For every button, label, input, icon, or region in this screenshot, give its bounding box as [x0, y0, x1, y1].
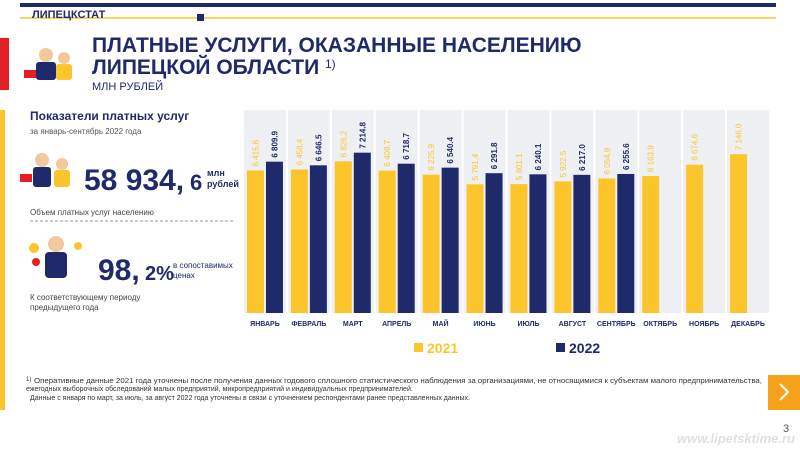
title-icon: [24, 48, 72, 80]
bar: [730, 154, 748, 313]
bar: [573, 174, 591, 313]
panel-period: за январь-сентябрь 2022 года: [30, 127, 142, 136]
value-label: 6 240.1: [534, 143, 543, 170]
legend-swatch: [414, 343, 423, 352]
value-label: 6 415,6: [251, 139, 260, 166]
value-label: 6 291.8: [490, 142, 499, 169]
footnote-mark: 1): [26, 377, 31, 383]
org-name: ЛИПЕЦКСТАТ: [32, 9, 106, 21]
index-caption: предыдущего года: [30, 303, 99, 312]
value-label: 6 408,7: [383, 139, 392, 166]
volume-value: 58 934,: [84, 164, 184, 197]
x-tick-label: МАЙ: [433, 319, 449, 328]
bar: [441, 167, 459, 313]
value-label: 5 791,4: [471, 153, 480, 180]
volume-icon: [20, 153, 70, 187]
bar: [353, 152, 371, 313]
x-tick-label: ФЕВРАЛЬ: [291, 321, 326, 328]
bar: [290, 169, 308, 313]
bar: [529, 174, 547, 313]
footnote: Оперативные данные 2021 года уточнены по…: [34, 377, 762, 385]
x-tick-label: АПРЕЛЬ: [382, 321, 411, 328]
volume-decimal: 6: [190, 170, 202, 195]
next-arrow: [779, 383, 790, 401]
value-label: 6 255.6: [622, 143, 631, 170]
value-label: 6 646.5: [314, 134, 323, 161]
top-square: [197, 14, 204, 21]
bar: [397, 163, 415, 313]
bar: [554, 181, 572, 313]
bar: [378, 170, 396, 313]
value-label: 6 809.9: [270, 130, 279, 157]
value-label: 7 146,0: [735, 123, 744, 150]
index-note: ценах: [173, 271, 195, 280]
index-value: 98,: [98, 254, 140, 287]
bar: [265, 161, 283, 313]
x-tick-label: СЕНТЯБРЬ: [597, 321, 636, 328]
subtitle: МЛН РУБЛЕЙ: [92, 80, 163, 93]
value-label: 6 540.4: [446, 136, 455, 163]
red-accent: [0, 38, 9, 90]
x-tick-label: ОКТЯБРЬ: [643, 321, 677, 328]
bar: [598, 178, 616, 313]
title: ЛИПЕЦКОЙ ОБЛАСТИ: [92, 55, 319, 79]
legend-label: 2022: [569, 340, 600, 356]
bar: [510, 184, 528, 313]
value-label: 6 225,9: [427, 143, 436, 170]
bar: [246, 170, 264, 313]
value-label: 6 826,2: [339, 130, 348, 157]
value-label: 6 674,6: [691, 133, 700, 160]
volume-caption: Объем платных услуг населению: [30, 208, 154, 217]
volume-unit: рублей: [207, 179, 239, 189]
x-tick-label: ЯНВАРЬ: [250, 321, 280, 328]
page-number: 3: [783, 423, 789, 435]
bar: [466, 184, 484, 313]
index-caption: К соответствующему периоду: [30, 293, 140, 302]
index-note: в сопоставимых: [173, 261, 233, 270]
bar: [485, 173, 503, 313]
value-label: 6 217.0: [578, 144, 587, 171]
volume-unit: млн: [207, 168, 225, 178]
x-tick-label: АВГУСТ: [559, 321, 587, 328]
left-accent: [0, 110, 5, 410]
chart: ЯНВАРЬ ФЕВРАЛЬ МАРТ АПРЕЛЬ МАЙ ИЮНЬ ИЮЛЬ АВГУСТ…: [244, 110, 769, 356]
bar: [422, 174, 440, 313]
title: ПЛАТНЫЕ УСЛУГИ, ОКАЗАННЫЕ НАСЕЛЕНИЮ: [92, 34, 582, 57]
x-tick-label: МАРТ: [343, 321, 363, 328]
footnote: Данные с января по март, за июль, за авг…: [30, 395, 470, 402]
title-note: 1): [325, 57, 336, 71]
bar: [334, 161, 352, 313]
value-label: 6 718.7: [402, 132, 411, 159]
x-tick-label: ИЮНЬ: [473, 321, 495, 328]
footnote: ежегодных выборочных обследований малых …: [26, 385, 413, 393]
next-button[interactable]: [768, 375, 800, 410]
bar: [309, 165, 327, 313]
bar: [686, 164, 704, 313]
value-label: 5 922,5: [559, 150, 568, 177]
legend-swatch: [556, 343, 565, 352]
bar: [617, 173, 635, 313]
x-tick-label: ДЕКАБРЬ: [731, 321, 765, 328]
value-label: 5 801,1: [515, 153, 524, 180]
x-tick-label: НОЯБРЬ: [689, 321, 719, 328]
legend-label: 2021: [427, 340, 458, 356]
index-decimal: 2%: [145, 263, 174, 285]
top-bar: [20, 3, 776, 7]
value-label: 6 163,9: [647, 145, 656, 172]
watermark: www.lipetsktime.ru: [677, 431, 795, 446]
value-label: 6 054,9: [603, 147, 612, 174]
panel-heading: Показатели платных услуг: [30, 109, 189, 123]
value-label: 7 214.8: [358, 121, 367, 148]
x-tick-label: ИЮЛЬ: [517, 321, 539, 328]
index-icon: [29, 236, 82, 278]
bar: [642, 176, 660, 313]
value-label: 6 458,4: [295, 138, 304, 165]
